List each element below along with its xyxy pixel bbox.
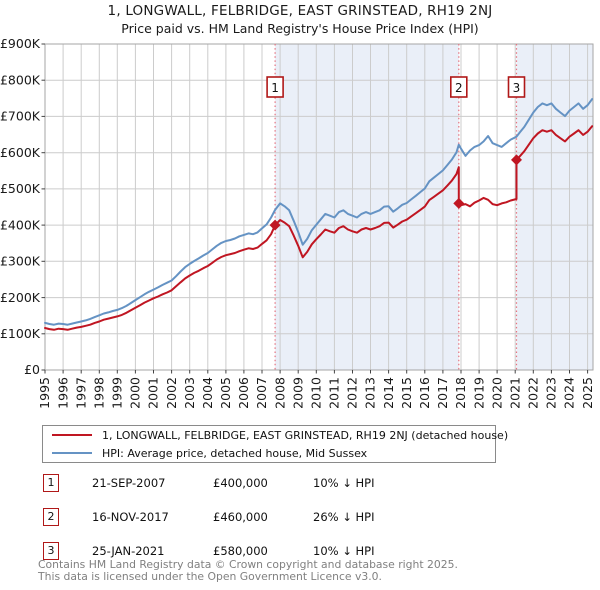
svg-text:2001: 2001 bbox=[146, 377, 161, 409]
sale-marker-diamond bbox=[510, 154, 522, 166]
svg-text:2012: 2012 bbox=[345, 377, 360, 409]
svg-text:2000: 2000 bbox=[128, 377, 143, 409]
svg-text:2013: 2013 bbox=[363, 377, 378, 409]
transaction-price: £580,000 bbox=[213, 544, 268, 558]
svg-text:£500K: £500K bbox=[0, 181, 41, 196]
svg-text:1995: 1995 bbox=[37, 377, 52, 409]
ownership-bands bbox=[275, 44, 593, 370]
transaction-hpi-diff: 10% ↓ HPI bbox=[313, 476, 375, 490]
chart-subtitle: Price paid vs. HM Land Registry's House … bbox=[121, 21, 479, 36]
legend-row-price: 1, LONGWALL, FELBRIDGE, EAST GRINSTEAD, … bbox=[43, 428, 508, 443]
transaction-price: £460,000 bbox=[213, 510, 268, 524]
svg-text:£200K: £200K bbox=[0, 290, 41, 305]
marker-label: 2 bbox=[455, 81, 463, 95]
marker-label-box bbox=[266, 76, 284, 98]
sale-marker-diamond bbox=[453, 197, 465, 209]
svg-text:2019: 2019 bbox=[471, 377, 486, 409]
svg-text:2011: 2011 bbox=[327, 377, 342, 409]
y-axis-labels: £0 £100K £200K £300K £400K £500K £600K £700K £80… bbox=[0, 36, 41, 377]
svg-text:2024: 2024 bbox=[562, 377, 577, 409]
price-history-plot: £0 £100K £200K £300K £400K £500K £600K £700K £80… bbox=[0, 36, 595, 409]
svg-text:1999: 1999 bbox=[110, 377, 125, 409]
transaction-row: 1 21-SEP-2007 £400,000 10% ↓ HPI bbox=[0, 474, 600, 494]
svg-text:2010: 2010 bbox=[309, 377, 324, 409]
footer-line-2: This data is licensed under the Open Gov… bbox=[38, 569, 382, 583]
legend-row-hpi: HPI: Average price, detached house, Mid … bbox=[43, 446, 495, 461]
svg-text:£900K: £900K bbox=[0, 36, 41, 51]
footer-line-1: Contains HM Land Registry data © Crown c… bbox=[38, 558, 458, 571]
svg-text:2022: 2022 bbox=[526, 377, 541, 409]
transaction-number-badge: 3 bbox=[43, 542, 59, 560]
svg-text:2004: 2004 bbox=[200, 377, 215, 409]
chart-title: 1, LONGWALL, FELBRIDGE, EAST GRINSTEAD, … bbox=[107, 3, 493, 19]
svg-text:2008: 2008 bbox=[272, 377, 287, 409]
svg-text:£0: £0 bbox=[24, 362, 40, 377]
price-line-label: 1, LONGWALL, FELBRIDGE, EAST GRINSTEAD, … bbox=[102, 428, 509, 442]
svg-text:2002: 2002 bbox=[164, 377, 179, 409]
svg-text:1997: 1997 bbox=[73, 377, 88, 409]
plot-border bbox=[44, 43, 594, 371]
svg-text:2017: 2017 bbox=[435, 377, 450, 409]
svg-text:£700K: £700K bbox=[0, 109, 41, 124]
marker-label: 3 bbox=[513, 81, 521, 95]
marker-label-box bbox=[449, 76, 468, 98]
svg-text:2014: 2014 bbox=[381, 377, 396, 409]
legend-box: 1, LONGWALL, FELBRIDGE, EAST GRINSTEAD, … bbox=[42, 425, 508, 463]
svg-text:2003: 2003 bbox=[182, 377, 197, 409]
marker-label: 1 bbox=[271, 81, 279, 95]
svg-text:2015: 2015 bbox=[399, 377, 414, 409]
svg-text:2025: 2025 bbox=[580, 377, 595, 409]
svg-text:2021: 2021 bbox=[507, 377, 522, 409]
sale-markers: 1 2 3 bbox=[266, 76, 526, 231]
transaction-hpi-diff: 26% ↓ HPI bbox=[313, 510, 375, 524]
transaction-row: 3 25-JAN-2021 £580,000 10% ↓ HPI bbox=[0, 542, 600, 562]
transaction-number-badge: 2 bbox=[43, 508, 59, 526]
svg-text:1996: 1996 bbox=[55, 377, 70, 409]
transaction-row: 2 16-NOV-2017 £460,000 26% ↓ HPI bbox=[0, 508, 600, 528]
price-line-swatch bbox=[52, 434, 92, 436]
hpi-line bbox=[44, 98, 594, 326]
svg-text:2016: 2016 bbox=[417, 377, 432, 409]
axis-ticks bbox=[41, 43, 589, 374]
transaction-hpi-diff: 10% ↓ HPI bbox=[313, 544, 375, 558]
x-axis-labels: 1995 1996 1997 1998 1999 2000 2001 2002 2003 2004… bbox=[37, 377, 595, 409]
license-footer: Contains HM Land Registry data © Crown c… bbox=[38, 559, 598, 582]
svg-text:£100K: £100K bbox=[0, 326, 41, 341]
svg-text:£800K: £800K bbox=[0, 72, 41, 87]
transaction-date: 25-JAN-2021 bbox=[92, 544, 165, 558]
svg-text:2023: 2023 bbox=[544, 377, 559, 409]
svg-text:2009: 2009 bbox=[290, 377, 305, 409]
svg-text:1998: 1998 bbox=[92, 377, 107, 409]
hpi-line-swatch bbox=[52, 452, 92, 454]
transaction-date: 16-NOV-2017 bbox=[92, 510, 169, 524]
transaction-number-badge: 1 bbox=[43, 474, 59, 492]
marker-label-box bbox=[507, 76, 526, 98]
svg-text:2020: 2020 bbox=[489, 377, 504, 409]
transaction-date-lines bbox=[274, 44, 518, 370]
transaction-date: 21-SEP-2007 bbox=[92, 476, 166, 490]
transaction-price: £400,000 bbox=[213, 476, 268, 490]
svg-text:2007: 2007 bbox=[254, 377, 269, 409]
sale-marker-diamond bbox=[269, 219, 281, 231]
svg-text:2005: 2005 bbox=[218, 377, 233, 409]
svg-text:2006: 2006 bbox=[236, 377, 251, 409]
price-paid-line bbox=[44, 125, 594, 331]
svg-text:£400K: £400K bbox=[0, 217, 41, 232]
hpi-line-label: HPI: Average price, detached house, Mid … bbox=[102, 446, 368, 460]
svg-text:£300K: £300K bbox=[0, 254, 41, 269]
svg-text:£600K: £600K bbox=[0, 145, 41, 160]
svg-text:2018: 2018 bbox=[453, 377, 468, 409]
